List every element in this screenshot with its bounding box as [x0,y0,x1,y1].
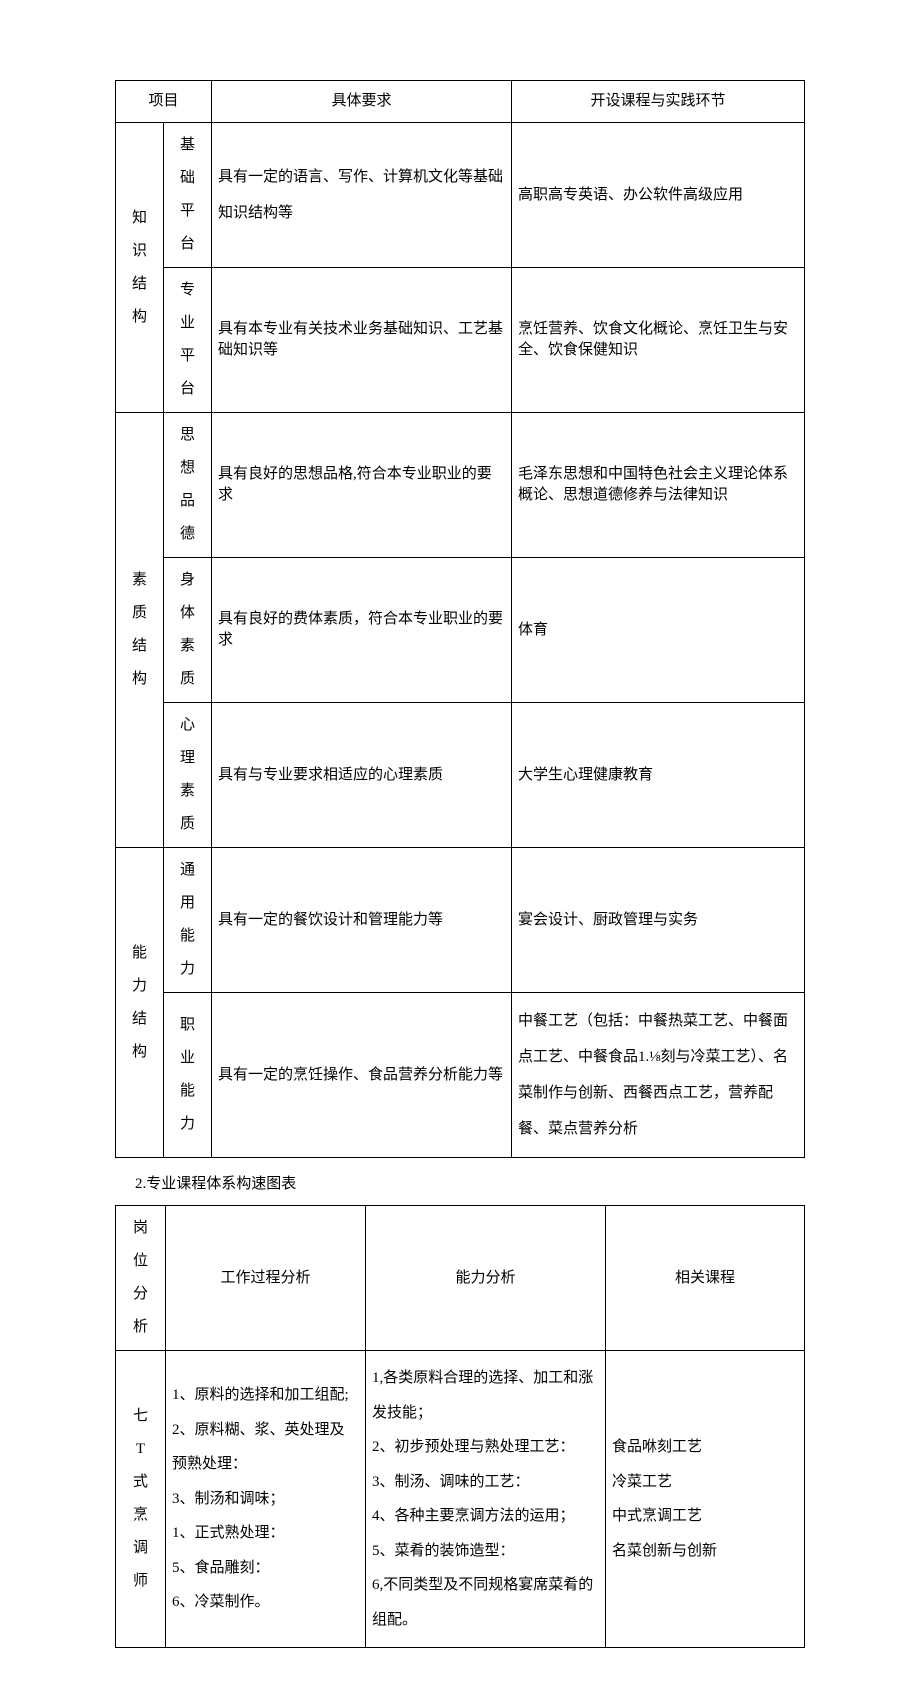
course-cell: 烹饪营养、饮食文化概论、烹饪卫生与安全、饮食保健知识 [512,268,805,413]
req-cell: 具有本专业有关技术业务基础知识、工艺基础知识等 [212,268,512,413]
sub-thought: 思想品德 [164,413,212,558]
req-cell: 具有一定的烹饪操作、食品营养分析能力等 [212,993,512,1158]
req-cell: 具有良好的费体素质，符合本专业职业的要求 [212,558,512,703]
table-header-row: 项目 具体要求 开设课程与实践环节 [116,81,805,123]
course-cell: 高职高专英语、办公软件高级应用 [512,123,805,268]
header-project: 项目 [116,81,212,123]
header-related-course: 相关课程 [606,1206,805,1351]
header-position: 岗位分析 [116,1206,166,1351]
table-row: 七 T 式 烹 调 师 1、原料的选择和加工组配;2、原料糊、浆、英处理及预熟处… [116,1351,805,1648]
sub-vocational: 职业能力 [164,993,212,1158]
group-knowledge: 知识结构 [116,123,164,413]
sub-pro-platform: 专业平台 [164,268,212,413]
header-course: 开设课程与实践环节 [512,81,805,123]
course-cell: 宴会设计、厨政管理与实务 [512,848,805,993]
sub-body: 身体素质 [164,558,212,703]
req-cell: 具有一定的语言、写作、计算机文化等基础知识结构等 [212,123,512,268]
group-quality: 素质结构 [116,413,164,848]
table-structure-requirements: 项目 具体要求 开设课程与实践环节 知识结构 基础平台 具有一定的语言、写作、计… [115,80,805,1158]
table-row: 素质结构 思想品德 具有良好的思想品格,符合本专业职业的要求 毛泽东思想和中国特… [116,413,805,558]
table-header-row: 岗位分析 工作过程分析 能力分析 相关课程 [116,1206,805,1351]
course-cell: 中餐工艺（包括：中餐热菜工艺、中餐面点工艺、中餐食品1.⅛刻与冷菜工艺）、名菜制… [512,993,805,1158]
course-cell: 体育 [512,558,805,703]
req-cell: 具有一定的餐饮设计和管理能力等 [212,848,512,993]
req-cell: 具有与专业要求相适应的心理素质 [212,703,512,848]
ability-cell: 1,各类原料合理的选择、加工和涨发技能；2、初步预处理与熟处理工艺：3、制汤、调… [366,1351,606,1648]
table-row: 知识结构 基础平台 具有一定的语言、写作、计算机文化等基础知识结构等 高职高专英… [116,123,805,268]
sub-basic-platform: 基础平台 [164,123,212,268]
courses-cell: 食品咻刻工艺冷菜工艺中式烹调工艺名菜创新与创新 [606,1351,805,1648]
group-ability: 能力结构 [116,848,164,1158]
table-row: 身体素质 具有良好的费体素质，符合本专业职业的要求 体育 [116,558,805,703]
header-requirement: 具体要求 [212,81,512,123]
table-row: 能力结构 通用能力 具有一定的餐饮设计和管理能力等 宴会设计、厨政管理与实务 [116,848,805,993]
table2-caption: 2.专业课程体系构速图表 [135,1174,805,1195]
header-process: 工作过程分析 [166,1206,366,1351]
req-cell: 具有良好的思想品格,符合本专业职业的要求 [212,413,512,558]
role-chef: 七 T 式 烹 调 师 [116,1351,166,1648]
sub-general: 通用能力 [164,848,212,993]
table-row: 心理素质 具有与专业要求相适应的心理素质 大学生心理健康教育 [116,703,805,848]
course-cell: 毛泽东思想和中国特色社会主义理论体系概论、思想道德修养与法律知识 [512,413,805,558]
table-row: 专业平台 具有本专业有关技术业务基础知识、工艺基础知识等 烹饪营养、饮食文化概论… [116,268,805,413]
course-cell: 大学生心理健康教育 [512,703,805,848]
table-curriculum-system: 岗位分析 工作过程分析 能力分析 相关课程 七 T 式 烹 调 师 1、原料的选… [115,1205,805,1648]
header-ability: 能力分析 [366,1206,606,1351]
sub-psych: 心理素质 [164,703,212,848]
process-cell: 1、原料的选择和加工组配;2、原料糊、浆、英处理及预熟处理：3、制汤和调味；1、… [166,1351,366,1648]
table-row: 职业能力 具有一定的烹饪操作、食品营养分析能力等 中餐工艺（包括：中餐热菜工艺、… [116,993,805,1158]
